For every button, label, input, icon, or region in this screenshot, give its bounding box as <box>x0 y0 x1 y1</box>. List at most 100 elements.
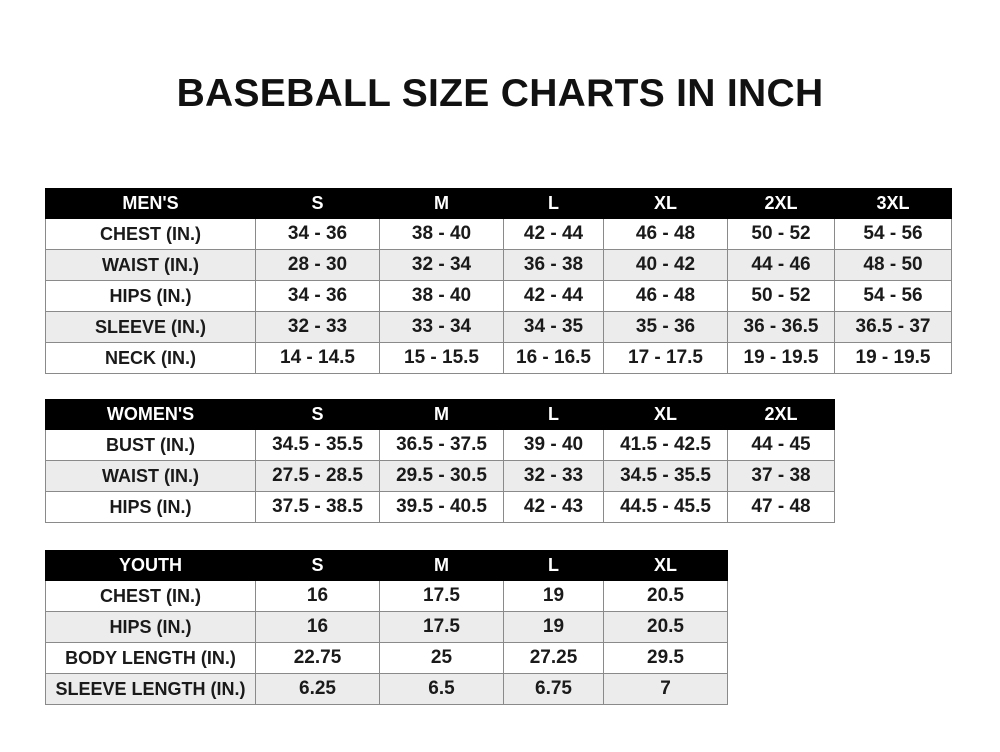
size-value: 32 - 34 <box>379 249 504 281</box>
size-value: 36.5 - 37.5 <box>379 429 504 461</box>
size-header: 2XL <box>727 188 835 219</box>
size-value: 6.75 <box>503 673 604 705</box>
size-header: L <box>503 399 604 430</box>
table-row: BUST (IN.) 34.5 - 35.5 36.5 - 37.5 39 - 40 4… <box>45 429 835 461</box>
size-value: 20.5 <box>603 580 728 612</box>
size-header: S <box>255 399 380 430</box>
table-row: CHEST (IN.) 34 - 36 38 - 40 42 - 44 46 - 48 5… <box>45 218 952 250</box>
size-value: 46 - 48 <box>603 280 728 312</box>
size-value: 54 - 56 <box>834 218 952 250</box>
table-row: HIPS (IN.) 37.5 - 38.5 39.5 - 40.5 42 - 43 4… <box>45 491 835 523</box>
size-value: 36 - 36.5 <box>727 311 835 343</box>
size-header: XL <box>603 188 728 219</box>
header-row: YOUTH S M L XL <box>45 550 728 581</box>
size-value: 42 - 43 <box>503 491 604 523</box>
size-value: 29.5 - 30.5 <box>379 460 504 492</box>
size-value: 41.5 - 42.5 <box>603 429 728 461</box>
size-value: 37 - 38 <box>727 460 835 492</box>
size-value: 34 - 36 <box>255 280 380 312</box>
size-value: 28 - 30 <box>255 249 380 281</box>
size-value: 48 - 50 <box>834 249 952 281</box>
size-value: 37.5 - 38.5 <box>255 491 380 523</box>
size-value: 34.5 - 35.5 <box>603 460 728 492</box>
size-value: 15 - 15.5 <box>379 342 504 374</box>
size-value: 27.25 <box>503 642 604 674</box>
size-value: 17.5 <box>379 580 504 612</box>
table-row: BODY LENGTH (IN.) 22.75 25 27.25 29.5 <box>45 642 728 674</box>
size-header: S <box>255 188 380 219</box>
size-header: 2XL <box>727 399 835 430</box>
measurement-label: BODY LENGTH (IN.) <box>45 642 256 674</box>
size-value: 54 - 56 <box>834 280 952 312</box>
category-header: MEN'S <box>45 188 256 219</box>
measurement-label: WAIST (IN.) <box>45 460 256 492</box>
mens-size-table: MEN'S S M L XL 2XL 3XL CHEST (IN.) 34 - 36 38 - 4… <box>45 188 952 374</box>
measurement-label: BUST (IN.) <box>45 429 256 461</box>
size-value: 27.5 - 28.5 <box>255 460 380 492</box>
size-value: 35 - 36 <box>603 311 728 343</box>
measurement-label: WAIST (IN.) <box>45 249 256 281</box>
size-value: 19 - 19.5 <box>727 342 835 374</box>
size-value: 16 <box>255 611 380 643</box>
table-row: SLEEVE LENGTH (IN.) 6.25 6.5 6.75 7 <box>45 673 728 705</box>
size-value: 32 - 33 <box>503 460 604 492</box>
size-value: 16 <box>255 580 380 612</box>
size-value: 36 - 38 <box>503 249 604 281</box>
size-value: 44 - 45 <box>727 429 835 461</box>
size-value: 50 - 52 <box>727 218 835 250</box>
size-value: 39.5 - 40.5 <box>379 491 504 523</box>
size-value: 19 <box>503 580 604 612</box>
size-header: L <box>503 188 604 219</box>
size-value: 14 - 14.5 <box>255 342 380 374</box>
table-row: HIPS (IN.) 16 17.5 19 20.5 <box>45 611 728 643</box>
measurement-label: CHEST (IN.) <box>45 580 256 612</box>
size-value: 6.25 <box>255 673 380 705</box>
size-header: S <box>255 550 380 581</box>
category-header: YOUTH <box>45 550 256 581</box>
youth-size-table: YOUTH S M L XL CHEST (IN.) 16 17.5 19 20.5 HIPS (I… <box>45 550 728 705</box>
measurement-label: SLEEVE LENGTH (IN.) <box>45 673 256 705</box>
size-value: 50 - 52 <box>727 280 835 312</box>
size-header: M <box>379 550 504 581</box>
size-value: 38 - 40 <box>379 280 504 312</box>
measurement-label: HIPS (IN.) <box>45 280 256 312</box>
category-header: WOMEN'S <box>45 399 256 430</box>
size-value: 34 - 35 <box>503 311 604 343</box>
measurement-label: HIPS (IN.) <box>45 491 256 523</box>
size-value: 17.5 <box>379 611 504 643</box>
size-value: 7 <box>603 673 728 705</box>
size-value: 25 <box>379 642 504 674</box>
size-value: 29.5 <box>603 642 728 674</box>
size-value: 32 - 33 <box>255 311 380 343</box>
size-value: 34 - 36 <box>255 218 380 250</box>
size-value: 44.5 - 45.5 <box>603 491 728 523</box>
measurement-label: HIPS (IN.) <box>45 611 256 643</box>
size-value: 40 - 42 <box>603 249 728 281</box>
size-value: 19 - 19.5 <box>834 342 952 374</box>
size-value: 42 - 44 <box>503 280 604 312</box>
size-value: 22.75 <box>255 642 380 674</box>
size-value: 36.5 - 37 <box>834 311 952 343</box>
size-value: 19 <box>503 611 604 643</box>
table-row: SLEEVE (IN.) 32 - 33 33 - 34 34 - 35 35 - 36… <box>45 311 952 343</box>
size-header: L <box>503 550 604 581</box>
table-row: CHEST (IN.) 16 17.5 19 20.5 <box>45 580 728 612</box>
header-row: WOMEN'S S M L XL 2XL <box>45 399 835 430</box>
size-header: M <box>379 188 504 219</box>
size-value: 16 - 16.5 <box>503 342 604 374</box>
size-value: 39 - 40 <box>503 429 604 461</box>
table-row: NECK (IN.) 14 - 14.5 15 - 15.5 16 - 16.5 17 … <box>45 342 952 374</box>
size-value: 34.5 - 35.5 <box>255 429 380 461</box>
table-row: WAIST (IN.) 27.5 - 28.5 29.5 - 30.5 32 - 33… <box>45 460 835 492</box>
measurement-label: SLEEVE (IN.) <box>45 311 256 343</box>
size-value: 42 - 44 <box>503 218 604 250</box>
size-value: 20.5 <box>603 611 728 643</box>
size-value: 17 - 17.5 <box>603 342 728 374</box>
table-row: HIPS (IN.) 34 - 36 38 - 40 42 - 44 46 - 48 50… <box>45 280 952 312</box>
size-value: 46 - 48 <box>603 218 728 250</box>
size-header: XL <box>603 550 728 581</box>
page-title: BASEBALL SIZE CHARTS IN INCH <box>176 72 824 115</box>
size-value: 38 - 40 <box>379 218 504 250</box>
measurement-label: NECK (IN.) <box>45 342 256 374</box>
measurement-label: CHEST (IN.) <box>45 218 256 250</box>
